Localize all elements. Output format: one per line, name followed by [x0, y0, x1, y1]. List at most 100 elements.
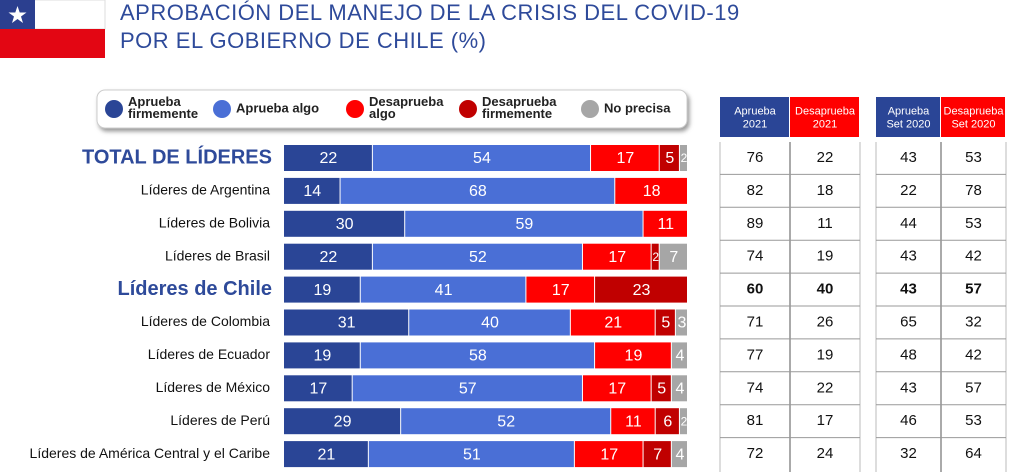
table-header: Aprueba Set 2020: [886, 105, 930, 130]
bar-segment: [671, 342, 687, 369]
bar-segment: [284, 441, 368, 468]
table-cell: 11: [817, 215, 833, 232]
table-cell: 57: [965, 379, 982, 396]
bar-value-label: 2: [681, 414, 688, 428]
table-cell: 32: [965, 313, 982, 330]
legend-label: Desaprueba firmemente: [482, 94, 557, 121]
bar-value-label: 17: [608, 249, 626, 266]
bar-segment: [659, 145, 679, 171]
bar-value-label: 11: [657, 216, 674, 233]
table-cell: 48: [900, 346, 917, 363]
table-cell: 74: [747, 248, 764, 265]
bar-segment: [591, 145, 659, 171]
bar-value-label: 5: [661, 315, 670, 332]
table-cell: 42: [965, 248, 982, 265]
table-cell: 22: [900, 182, 917, 199]
bar-value-label: 2: [652, 250, 659, 264]
bar-value-label: 52: [497, 413, 515, 430]
table-header-cell: [876, 97, 940, 137]
bar-value-label: 17: [616, 150, 634, 167]
bar-segment: [679, 408, 687, 435]
bar-segment: [352, 375, 582, 402]
bar-segment: [405, 210, 643, 237]
bar-value-label: 51: [463, 446, 481, 463]
bar-value-label: 2: [681, 151, 688, 165]
bar-value-label: 3: [677, 315, 686, 332]
table-cell: 18: [817, 182, 834, 199]
table-cell: 44: [900, 215, 917, 232]
table-cell: 22: [817, 149, 834, 166]
table-header: Desaprueba 2021: [795, 105, 856, 130]
bar-value-label: 4: [675, 348, 684, 365]
table-cell: 26: [817, 313, 834, 330]
chart-title: APROBACIÓN DEL MANEJO DE LA CRISIS DEL C…: [120, 0, 740, 25]
bar-value-label: 29: [334, 413, 352, 430]
category-label: Líderes de América Central y el Caribe: [30, 445, 271, 461]
legend-marker: [105, 100, 123, 118]
table-cell: 32: [900, 445, 917, 462]
bar-segment: [595, 342, 671, 369]
category-label: Líderes de Bolivia: [159, 215, 271, 231]
bar-value-label: 22: [320, 150, 338, 167]
table-cell: 81: [747, 412, 764, 429]
bar-value-label: 7: [669, 249, 678, 266]
bar-segment: [595, 276, 687, 303]
category-label: Líderes de México: [156, 379, 271, 395]
bar-segment: [679, 145, 687, 171]
table-cell: 53: [965, 149, 982, 166]
bar-segment: [284, 177, 340, 204]
table-cell: 65: [900, 313, 917, 330]
table-header-cell: [720, 97, 789, 137]
legend-marker: [213, 100, 231, 118]
bar-segment: [360, 276, 526, 303]
bar-value-label: 30: [336, 216, 354, 233]
bar-value-label: 19: [625, 348, 643, 365]
bar-value-label: 17: [608, 381, 626, 398]
table-cell: 19: [817, 346, 834, 363]
legend-label: Desaprueba algo: [369, 94, 444, 121]
bar-segment: [671, 375, 687, 402]
table-header-cell: [941, 97, 1005, 137]
bar-segment: [659, 243, 687, 270]
bar-value-label: 57: [459, 381, 477, 398]
bar-value-label: 54: [473, 150, 491, 167]
table-cell: 60: [747, 281, 764, 298]
legend-label: Aprueba firmemente: [128, 94, 198, 121]
table-cell: 64: [965, 445, 982, 462]
flag: [0, 0, 106, 58]
bar-segment: [284, 276, 360, 303]
bar-segment: [284, 342, 360, 369]
bar-segment: [284, 375, 352, 402]
table-cell: 53: [965, 215, 982, 232]
table-header: Aprueba 2021: [734, 105, 776, 130]
bar-value-label: 4: [675, 381, 684, 398]
table-cell: 57: [965, 281, 982, 298]
bar-segment: [284, 309, 409, 336]
legend-box: [96, 89, 688, 129]
bar-value-label: 40: [481, 315, 499, 332]
bar-segment: [401, 408, 611, 435]
bar-value-label: 31: [338, 315, 356, 332]
table-header-cell: [790, 97, 859, 137]
bar-segment: [340, 177, 615, 204]
bar-segment: [574, 441, 643, 468]
table-cell: 43: [900, 248, 917, 265]
bar-value-label: 6: [663, 413, 672, 430]
bar-value-label: 19: [313, 282, 331, 299]
bar-value-label: 21: [604, 315, 622, 332]
table-cell: 42: [965, 346, 982, 363]
bar-value-label: 21: [318, 446, 336, 463]
table-cell: 76: [747, 149, 764, 166]
bar-segment: [409, 309, 570, 336]
bar-segment: [372, 243, 582, 270]
category-label: TOTAL DE LÍDERES: [82, 145, 272, 168]
legend-marker: [581, 100, 599, 118]
table-cell: 40: [817, 281, 834, 298]
bar-segment: [615, 177, 687, 204]
table-cell: 72: [747, 445, 764, 462]
bar-segment: [582, 243, 651, 270]
table-cell: 71: [747, 313, 764, 330]
bar-segment: [655, 408, 679, 435]
bar-segment: [284, 145, 372, 171]
